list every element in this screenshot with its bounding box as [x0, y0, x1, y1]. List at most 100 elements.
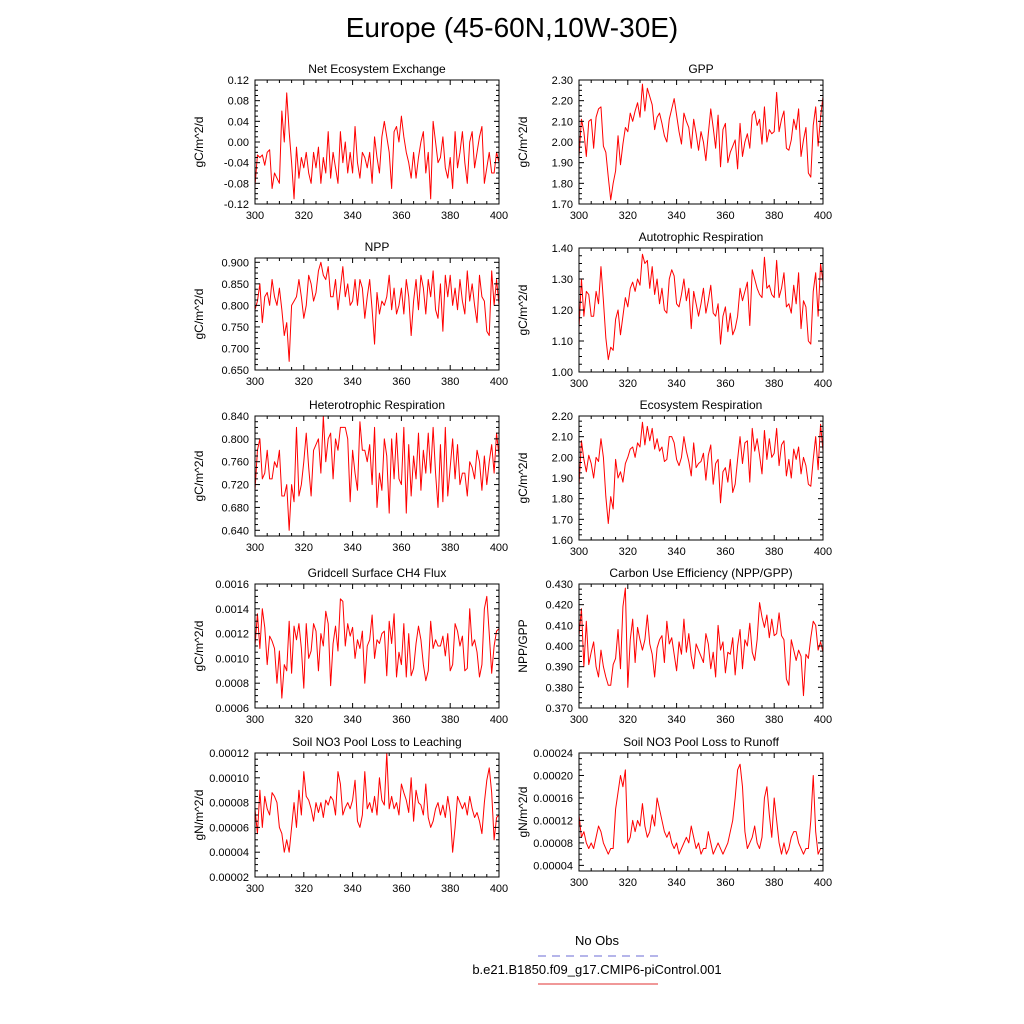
x-tick-label: 360: [392, 542, 410, 554]
y-tick-label: 0.680: [221, 502, 249, 514]
y-tick-label: 2.10: [552, 116, 573, 128]
series-line-ecosystem-respiration: [578, 421, 824, 524]
x-tick-label: 380: [441, 210, 459, 222]
x-tick-label: 340: [343, 714, 361, 726]
y-tick-label: 0.760: [221, 457, 249, 469]
y-tick-label: 0.00004: [209, 847, 249, 859]
y-tick-label: 0.370: [545, 703, 573, 715]
x-tick-label: 300: [570, 210, 588, 222]
panel-gpp: 300 320 340 360 380 400 1.70 1.80 1.90 2.00 2.10 2.…: [516, 62, 832, 222]
y-tick-label: 1.30: [552, 274, 573, 286]
series-line-gridcell-surface-ch4-flux: [254, 595, 500, 699]
x-tick-label: 380: [765, 714, 783, 726]
legend-label-model: b.e21.B1850.f09_g17.CMIP6-piControl.001: [472, 962, 722, 977]
plot-frame-autotrophic-respiration: [578, 247, 824, 373]
panel-net-ecosystem-exchange: 300 320 340 360 380 400 -0.12 -0.08 -0.04 0.00 0.0…: [192, 62, 508, 222]
y-tick-label: 2.00: [552, 137, 573, 149]
y-tick-label: 0.08: [228, 96, 249, 108]
x-tick-label: 400: [490, 210, 508, 222]
x-tick-label: 300: [246, 542, 264, 554]
x-tick-label: 320: [619, 378, 637, 390]
panel-title-carbon-use-efficiency-npp-gpp: Carbon Use Efficiency (NPP/GPP): [609, 566, 792, 580]
x-tick-label: 320: [619, 546, 637, 558]
y-tick-label: 0.430: [545, 579, 573, 591]
x-tick-label: 320: [619, 210, 637, 222]
y-tick-label: 0.00008: [533, 838, 573, 850]
y-tick-label: 1.20: [552, 305, 573, 317]
x-tick-label: 300: [246, 883, 264, 895]
y-tick-label: 1.40: [552, 243, 573, 255]
y-tick-label: 0.00016: [533, 793, 573, 805]
y-tick-label: 0.0014: [215, 604, 249, 616]
x-tick-label: 360: [716, 714, 734, 726]
x-tick-label: 360: [716, 378, 734, 390]
panel-title-net-ecosystem-exchange: Net Ecosystem Exchange: [308, 62, 446, 76]
y-tick-label: 1.60: [552, 535, 573, 547]
panel-title-npp: NPP: [365, 240, 390, 254]
y-tick-label: 0.720: [221, 480, 249, 492]
x-tick-label: 320: [295, 714, 313, 726]
y-tick-label: 0.800: [221, 300, 249, 312]
series-line-carbon-use-efficiency-npp-gpp: [578, 587, 824, 697]
x-tick-label: 300: [246, 210, 264, 222]
x-tick-label: 400: [490, 376, 508, 388]
panel-title-heterotrophic-respiration: Heterotrophic Respiration: [309, 398, 445, 412]
x-tick-label: 360: [716, 546, 734, 558]
y-axis-label-carbon-use-efficiency-npp-gpp: NPP/GPP: [516, 619, 530, 672]
x-tick-label: 320: [295, 376, 313, 388]
y-tick-label: 0.400: [545, 641, 573, 653]
y-axis-label-soil-no3-pool-loss-to-runoff: gN/m^2/d: [516, 787, 530, 838]
y-tick-label: 0.00006: [209, 822, 249, 834]
y-tick-label: 0.0016: [215, 579, 249, 591]
y-tick-label: 2.20: [552, 96, 573, 108]
x-tick-label: 300: [246, 376, 264, 388]
x-tick-label: 320: [619, 714, 637, 726]
series-line-autotrophic-respiration: [578, 253, 824, 361]
x-tick-label: 360: [716, 877, 734, 889]
series-line-soil-no3-pool-loss-to-runoff: [578, 763, 823, 855]
y-axis-label-heterotrophic-respiration: gC/m^2/d: [192, 451, 206, 502]
y-tick-label: 0.380: [545, 682, 573, 694]
x-tick-label: 400: [490, 542, 508, 554]
y-tick-label: 1.90: [552, 158, 573, 170]
y-tick-label: 0.12: [228, 75, 249, 87]
y-tick-label: 0.0008: [215, 678, 249, 690]
series-line-soil-no3-pool-loss-to-leaching: [254, 752, 500, 853]
y-tick-label: 0.800: [221, 434, 249, 446]
y-tick-label: 0.00012: [209, 748, 249, 760]
y-tick-label: -0.08: [224, 178, 249, 190]
x-tick-label: 340: [667, 714, 685, 726]
y-tick-label: 0.700: [221, 343, 249, 355]
x-tick-label: 380: [765, 877, 783, 889]
y-tick-label: 0.04: [228, 116, 249, 128]
x-tick-label: 360: [716, 210, 734, 222]
y-tick-label: -0.12: [224, 199, 249, 211]
y-axis-label-gpp: gC/m^2/d: [516, 117, 530, 168]
x-tick-label: 380: [765, 210, 783, 222]
series-line-heterotrophic-respiration: [254, 415, 500, 531]
x-tick-label: 340: [667, 378, 685, 390]
x-tick-label: 400: [814, 210, 832, 222]
x-tick-label: 340: [667, 210, 685, 222]
y-axis-label-soil-no3-pool-loss-to-leaching: gN/m^2/d: [192, 790, 206, 841]
panel-title-soil-no3-pool-loss-to-runoff: Soil NO3 Pool Loss to Runoff: [623, 735, 780, 749]
y-tick-label: 0.850: [221, 279, 249, 291]
y-axis-label-net-ecosystem-exchange: gC/m^2/d: [192, 117, 206, 168]
y-tick-label: 0.00012: [533, 815, 573, 827]
y-axis-label-gridcell-surface-ch4-flux: gC/m^2/d: [192, 621, 206, 672]
y-tick-label: 0.00010: [209, 773, 249, 785]
x-tick-label: 340: [667, 877, 685, 889]
x-tick-label: 360: [392, 210, 410, 222]
x-tick-label: 340: [343, 883, 361, 895]
x-tick-label: 380: [441, 376, 459, 388]
y-tick-label: 1.70: [552, 199, 573, 211]
y-tick-label: 0.00004: [533, 860, 573, 872]
x-tick-label: 300: [570, 714, 588, 726]
panel-autotrophic-respiration: 300 320 340 360 380 400 1.00 1.10 1.20 1.30 1.40 Au…: [516, 230, 832, 390]
x-tick-label: 320: [619, 877, 637, 889]
x-tick-label: 380: [765, 546, 783, 558]
series-line-npp: [254, 261, 500, 362]
panel-soil-no3-pool-loss-to-leaching: 300 320 340 360 380 400 0.00002 0.00004 0.00006 0…: [192, 735, 508, 895]
plot-frame-ecosystem-respiration: [578, 415, 824, 541]
